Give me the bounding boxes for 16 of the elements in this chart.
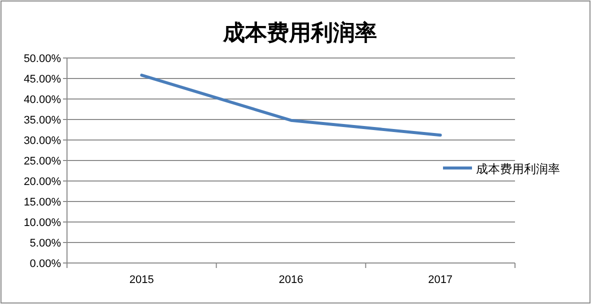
chart-title: 成本费用利润率	[222, 20, 377, 45]
y-tick-label: 5.00%	[30, 238, 62, 250]
x-tick-label: 2017	[428, 274, 453, 286]
y-tick-label: 40.00%	[24, 94, 62, 106]
legend-label: 成本费用利润率	[476, 162, 560, 176]
y-tick-label: 0.00%	[30, 258, 62, 270]
x-tick-label: 2016	[278, 274, 304, 286]
y-tick-label: 50.00%	[24, 53, 62, 65]
y-tick-label: 45.00%	[24, 74, 62, 86]
y-tick-label: 20.00%	[24, 176, 62, 188]
y-tick-label: 25.00%	[24, 156, 62, 168]
x-tick-label: 2015	[129, 274, 154, 286]
y-tick-label: 10.00%	[24, 217, 62, 229]
y-tick-label: 30.00%	[24, 135, 62, 147]
y-tick-label: 35.00%	[24, 114, 62, 126]
y-tick-label: 15.00%	[24, 196, 62, 208]
